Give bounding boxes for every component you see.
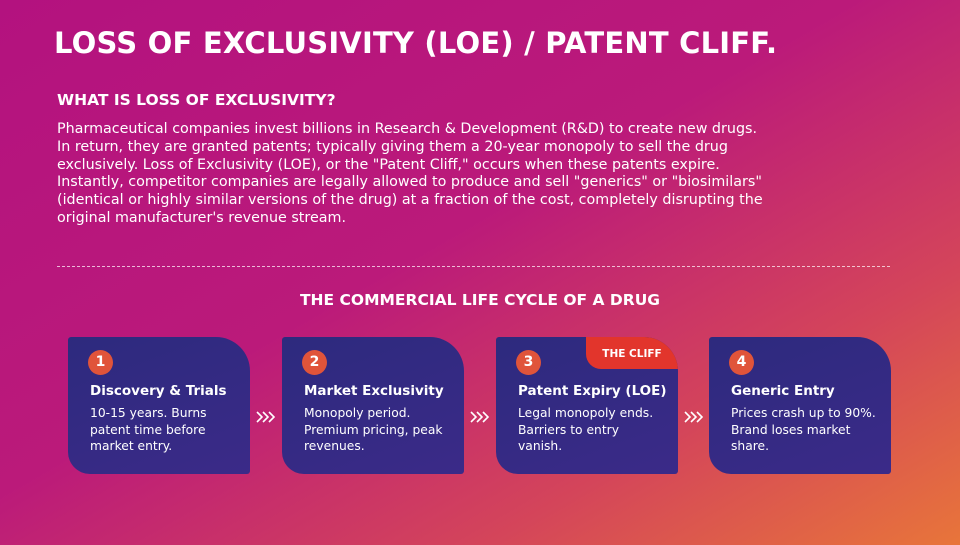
description-line: market entry. [90,439,173,453]
stage-title: Market Exclusivity [304,383,444,399]
stage-number: 1 [88,350,113,375]
lifecycle-heading: THE COMMERCIAL LIFE CYCLE OF A DRUG [299,291,661,309]
paragraph-line: In return, they are granted patents; typ… [57,138,728,155]
divider [57,266,890,267]
description-line: Barriers to entry [518,422,619,437]
description-line: Prices crash up to 90%. [731,406,876,420]
description-line: Premium pricing, peak [304,422,443,437]
stage-title: Discovery & Trials [90,383,227,399]
badge: THE CLIFF [586,337,678,369]
title: LOSS OF EXCLUSIVITY (LOE) / PATENT CLIFF… [54,26,778,60]
description-line: revenues. [304,439,365,453]
description-line: patent time before [90,422,206,437]
stage-card: 2 Market Exclusivity Monopoly period. Premi… [282,337,464,474]
description-line: vanish. [518,439,563,453]
paragraph-line: Instantly, competitor companies are lega… [57,174,762,191]
intro-paragraph: Pharmaceutical companies invest billions… [57,121,763,228]
stage-title: Generic Entry [731,383,835,399]
stage-card: 1 Discovery & Trials 10-15 years. Burns pat… [68,337,250,474]
description-line: Legal monopoly ends. [518,406,654,420]
paragraph-line: (identical or highly similar versions of… [57,192,763,209]
stage-number: 3 [516,350,541,375]
stage-description: Prices crash up to 90%. Brand loses marke… [731,405,876,455]
stage-card: 4 Generic Entry Prices crash up to 90%. Bra… [709,337,891,474]
stage-description: 10-15 years. Burns patent time before mark… [90,405,207,455]
stage-description: Legal monopoly ends. Barriers to entry van… [518,405,653,455]
stage-description: Monopoly period. Premium pricing, peak rev… [304,405,443,455]
description-line: Monopoly period. [304,406,411,420]
arrow [684,411,704,423]
intro-heading: WHAT IS LOSS OF EXCLUSIVITY? [57,91,336,109]
paragraph-line: exclusively. Loss of Exclusivity (LOE), … [57,156,720,173]
paragraph-line: Pharmaceutical companies invest billions… [57,121,758,137]
stage-title: Patent Expiry (LOE) [518,383,667,399]
arrow [470,411,490,423]
description-line: share. [731,439,769,453]
stage-card: THE CLIFF 3 Patent Expiry (LOE) Legal monop… [496,337,678,474]
description-line: 10-15 years. Burns [90,406,207,420]
stage-number: 2 [302,350,327,375]
paragraph-line: original manufacturer's revenue stream. [57,209,347,226]
description-line: Brand loses market [731,422,851,437]
stage-number: 4 [729,350,754,375]
arrow [256,411,276,423]
